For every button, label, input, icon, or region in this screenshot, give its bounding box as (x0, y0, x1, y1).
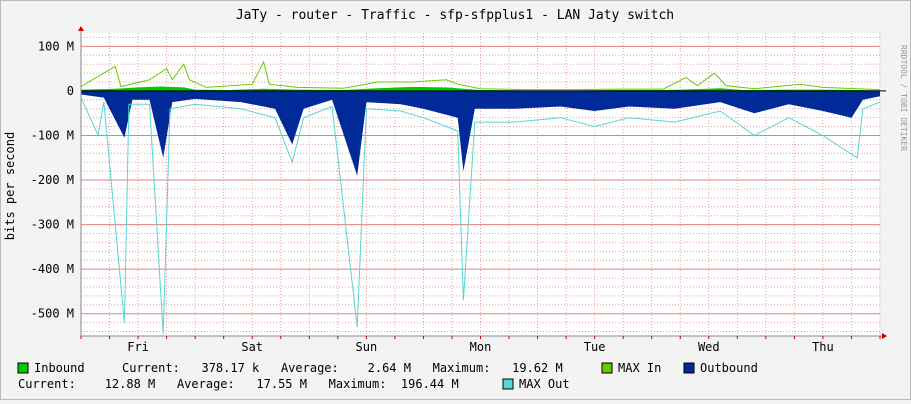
legend: Inbound Current: 378.17 k Average: 2.64 M… (17, 361, 758, 391)
x-tick-label: Tue (584, 340, 606, 354)
y-tick-label: 100 M (38, 39, 74, 53)
y-axis-label: bits per second (3, 132, 17, 240)
legend-swatch-outbound (683, 362, 695, 374)
x-tick-label: Fri (127, 340, 149, 354)
legend-label-max-out: MAX Out (519, 377, 570, 391)
x-tick-label: Sat (241, 340, 263, 354)
x-axis-arrow (882, 333, 887, 339)
legend-label-outbound: Outbound (700, 361, 758, 375)
series-max-out-line (80, 97, 881, 334)
y-tick-label: -100 M (31, 128, 74, 142)
series-max-in-line (80, 60, 881, 91)
series-inbound-area (81, 86, 880, 91)
y-tick-label: -200 M (31, 173, 74, 187)
x-tick-label: Wed (698, 340, 720, 354)
y-tick-label: 0 (67, 84, 74, 98)
legend-stats-outbound: Current: 12.88 M Average: 17.55 M Maximu… (18, 377, 459, 391)
x-tick-label: Thu (812, 340, 834, 354)
y-axis-arrow (78, 26, 84, 31)
series-layer (80, 60, 881, 334)
y-tick-label: -500 M (31, 307, 74, 321)
legend-stats-inbound: Current: 378.17 k Average: 2.64 M Maximu… (122, 361, 563, 375)
x-tick-label: Sun (356, 340, 378, 354)
legend-swatch-max-in (601, 362, 613, 374)
legend-swatch-inbound (17, 362, 29, 374)
tick-labels: 100 M 0 -100 M -200 M -300 M -400 M -500 M Fri S… (31, 39, 834, 354)
y-tick-label: -300 M (31, 218, 74, 232)
rrdtool-watermark: RRDTOOL / TOBI OETIKER (899, 45, 908, 151)
axes-layer (78, 26, 887, 339)
chart-title: JaTy - router - Traffic - sfp-sfpplus1 -… (236, 8, 674, 23)
legend-swatch-max-out (502, 378, 514, 390)
legend-label-max-in: MAX In (618, 361, 661, 375)
y-tick-label: -400 M (31, 262, 74, 276)
legend-label-inbound: Inbound (34, 361, 85, 375)
series-outbound-area (81, 90, 880, 176)
x-tick-label: Mon (470, 340, 492, 354)
